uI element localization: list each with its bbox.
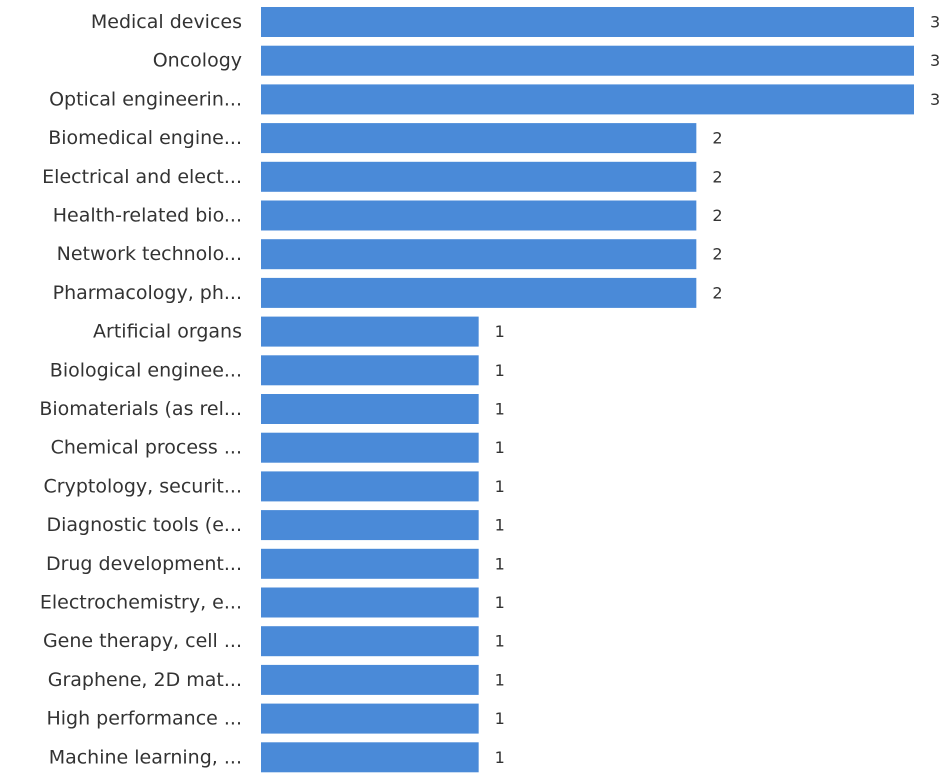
data-label: 1 [495,322,505,341]
category-label: Graphene, 2D mat... [48,669,242,691]
category-label: Machine learning, ... [49,746,242,768]
data-label: 1 [495,477,505,496]
category-label: Biomedical engine... [48,127,242,149]
category-label: Biomaterials (as rel... [39,398,242,420]
bar[interactable] [261,45,914,76]
category-label: Artificial organs [93,321,242,343]
category-label: Network technolo... [57,243,242,265]
data-label: 1 [495,361,505,380]
data-label: 1 [495,709,505,728]
data-label: 2 [712,283,722,302]
value-labels: 3 3 3 2 2 2 2 2 1 1 1 1 1 1 1 1 1 1 1 1 [495,13,941,767]
bar[interactable] [261,239,697,270]
bar[interactable] [261,626,479,657]
bar[interactable] [261,548,479,579]
data-label: 1 [495,438,505,457]
data-label: 2 [712,167,722,186]
category-label: Chemical process ... [51,437,242,459]
category-label: Oncology [153,50,242,72]
bar[interactable] [261,7,914,37]
data-label: 1 [495,632,505,651]
category-label: Drug development... [46,553,242,575]
bar[interactable] [261,664,479,695]
category-label: Electrical and elect... [42,166,242,188]
bar[interactable] [261,316,479,347]
data-label: 1 [495,516,505,535]
bar[interactable] [261,587,479,618]
category-label: Optical engineerin... [49,88,242,110]
data-label: 3 [930,90,940,109]
category-label: Electrochemistry, e... [40,592,242,614]
data-label: 1 [495,748,505,767]
bar[interactable] [261,200,697,231]
category-label: Pharmacology, ph... [53,282,242,304]
bar[interactable] [261,394,479,424]
bar[interactable] [261,742,479,773]
data-label: 1 [495,554,505,573]
data-label: 1 [495,593,505,612]
category-label: Diagnostic tools (e... [46,514,242,536]
category-labels: Medical devices Oncology Optical engineeri… [39,11,242,768]
data-label: 1 [495,670,505,689]
data-label: 3 [930,13,940,32]
bar[interactable] [261,471,479,502]
category-label: Gene therapy, cell ... [43,630,242,652]
data-label: 1 [495,400,505,419]
bar[interactable] [261,703,479,734]
category-label: Cryptology, securit... [44,475,242,497]
bar[interactable] [261,277,697,308]
bar[interactable] [261,432,479,463]
category-label: Medical devices [91,11,242,33]
category-label: Health-related bio... [53,205,242,227]
bar[interactable] [261,510,479,541]
bars [261,7,914,773]
category-label: Biological enginee... [50,359,242,381]
bar[interactable] [261,161,697,192]
category-label: High performance ... [46,708,242,730]
bar[interactable] [261,84,914,115]
bar[interactable] [261,123,697,154]
data-label: 2 [712,245,722,264]
bar[interactable] [261,355,479,386]
data-label: 2 [712,206,722,225]
data-label: 3 [930,51,940,70]
data-label: 2 [712,129,722,148]
